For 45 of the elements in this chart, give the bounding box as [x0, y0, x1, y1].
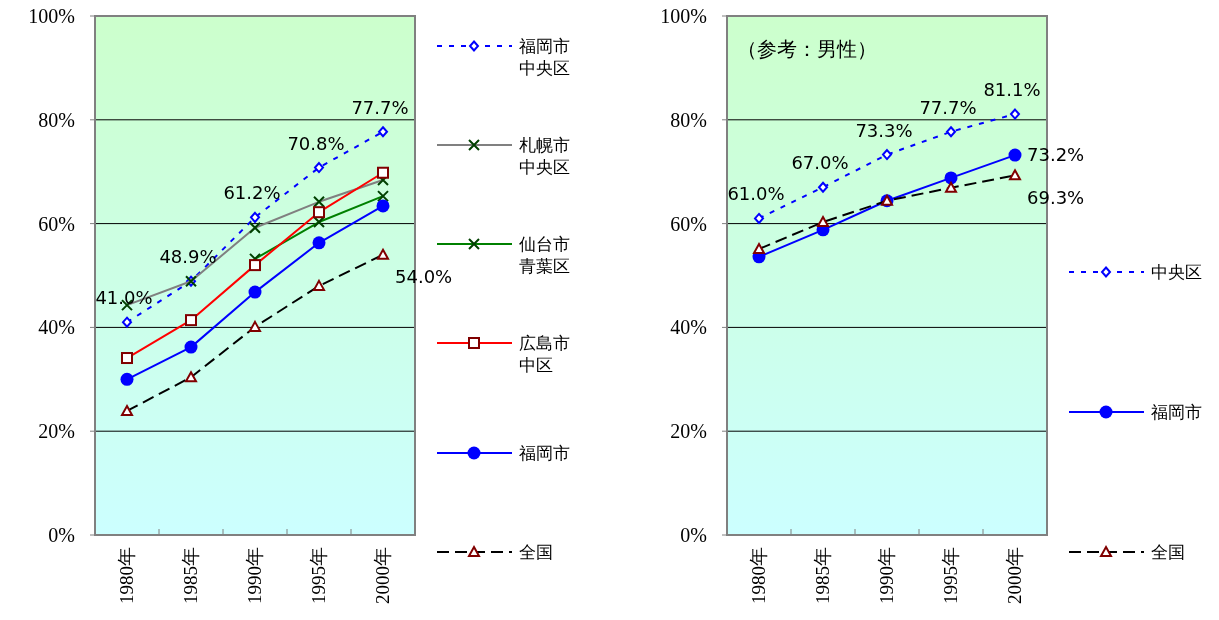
legend-label: 福岡市中央区	[519, 35, 570, 79]
data-label: 61.2%	[223, 182, 281, 204]
legend-label: 広島市中区	[519, 332, 570, 376]
y-tick-label: 100%	[28, 5, 75, 27]
x-tick-label: 1985年	[180, 547, 201, 604]
legend-label: 福岡市	[1151, 401, 1202, 422]
y-tick-label: 100%	[660, 5, 707, 27]
data-label: 69.3%	[1027, 186, 1085, 208]
x-tick-label: 1995年	[940, 547, 961, 604]
legend-label: 札幌市中央区	[519, 134, 570, 178]
data-label: 41.0%	[95, 287, 153, 309]
data-label: 54.0%	[395, 266, 453, 288]
legend-label: 全国	[519, 541, 553, 562]
data-label: 77.7%	[351, 96, 409, 118]
legend-label: 中央区	[1151, 261, 1202, 282]
legend-label: 全国	[1151, 541, 1185, 562]
y-tick-label: 60%	[38, 212, 75, 235]
y-tick-label: 40%	[38, 316, 75, 339]
y-tick-label: 0%	[48, 524, 75, 546]
y-tick-label: 0%	[680, 524, 707, 546]
data-label: 48.9%	[159, 246, 217, 268]
x-tick-label: 1980年	[748, 547, 769, 604]
x-tick-label: 1985年	[812, 547, 833, 604]
text: （参考：男性）	[737, 37, 877, 61]
x-tick-label: 1990年	[876, 547, 897, 604]
data-label: 73.2%	[1027, 144, 1085, 166]
legend-label: 仙台市青葉区	[519, 233, 570, 277]
y-tick-label: 20%	[38, 420, 75, 443]
x-tick-label: 1995年	[308, 547, 329, 604]
data-label: 61.0%	[727, 183, 785, 205]
y-tick-label: 40%	[670, 316, 707, 339]
y-tick-label: 80%	[670, 108, 707, 131]
data-label: 73.3%	[855, 119, 913, 141]
x-tick-label: 1990年	[244, 547, 265, 604]
x-tick-label: 1980年	[116, 547, 137, 604]
y-tick-label: 80%	[38, 108, 75, 131]
y-tick-label: 20%	[670, 420, 707, 443]
x-tick-label: 2000年	[372, 547, 393, 604]
data-label: 81.1%	[983, 79, 1041, 101]
data-label: 70.8%	[287, 132, 345, 154]
data-label: 67.0%	[791, 152, 849, 174]
data-label: 77.7%	[919, 96, 977, 118]
y-tick-label: 60%	[670, 212, 707, 235]
legend-label: 福岡市	[519, 442, 570, 463]
x-tick-label: 2000年	[1004, 547, 1025, 604]
